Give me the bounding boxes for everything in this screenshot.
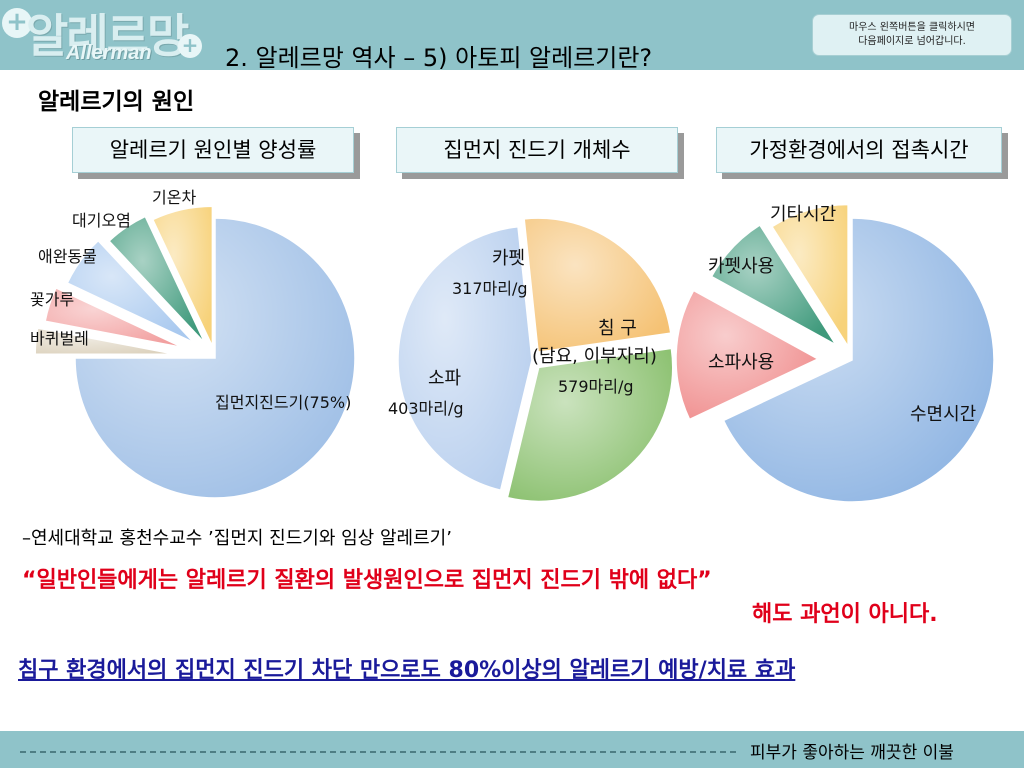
source-citation: –연세대학교 홍천수교수 ’집먼지 진드기와 임상 알레르기’: [22, 528, 452, 549]
pie-slice-label: 수면시간: [910, 404, 976, 425]
hint-line: 마우스 왼쪽버튼을 클릭하시면: [849, 22, 975, 33]
pie-slice-sublabel: (담요, 이부자리): [532, 346, 657, 367]
pie-slice-shading: [67, 240, 194, 343]
footer-band: [0, 731, 1024, 768]
pie-slice-shading: [723, 218, 994, 502]
pie-value-label: 579마리/g: [558, 377, 634, 396]
plus-icon: +: [178, 34, 202, 58]
allerman-logo: + 알레르망 Allerman +: [2, 2, 214, 68]
pie-slice-shading: [711, 225, 836, 345]
logo-korean: 알레르망: [26, 9, 189, 63]
pie-slice-label: 바퀴벌레: [30, 329, 89, 348]
chart-label-contact-time: 가정환경에서의 접촉시간: [716, 127, 1002, 173]
pie-slice-label: 소파사용: [708, 352, 774, 373]
section-title: 알레르기의 원인: [38, 89, 195, 115]
pie-value-label: 403마리/g: [388, 399, 464, 418]
pie-slice-label: 애완동물: [38, 247, 97, 266]
pie-slice-label: 집먼지진드기(75%): [215, 393, 351, 412]
pie-slice-shading: [507, 348, 673, 502]
quote-line-2: 해도 과언이 아니다.: [752, 602, 938, 627]
logo-english: Allerman: [66, 42, 152, 64]
footer-divider: [20, 751, 736, 753]
plus-icon: +: [2, 8, 32, 38]
pie-slice-shading: [109, 216, 205, 344]
pie-slice-shading: [75, 218, 355, 498]
quote-line-1: “일반인들에게는 알레르기 질환의 발생원인으로 집먼지 진드기 밖에 없다”: [22, 568, 712, 593]
pie-slice-shading: [152, 206, 213, 347]
pie-value-label: 317마리/g: [452, 279, 528, 298]
pie-slice-label: 기타시간: [770, 204, 836, 225]
pie-slice-label: 카펫: [492, 248, 525, 269]
pie-slice-label: 꽃가루: [30, 290, 74, 309]
pie-slice-shading: [524, 218, 671, 353]
chart-label-cause: 알레르기 원인별 양성률: [72, 127, 354, 173]
footer-slogan: 피부가 좋아하는 깨끗한 이불: [750, 743, 954, 763]
chart-label-mite-count: 집먼지 진드기 개체수: [396, 127, 678, 173]
conclusion-text: 침구 환경에서의 집먼지 진드기 차단 만으로도 80%이상의 알레르기 예방/…: [18, 658, 796, 683]
pie-slice-label: 기온차: [152, 188, 196, 207]
pie-slice-label: 카펫사용: [708, 256, 774, 277]
page-title: 2. 알레르망 역사 – 5) 아토피 알레르기란?: [225, 44, 653, 72]
pie-slice-shading: [35, 328, 176, 355]
pie-slice-shading: [398, 226, 532, 491]
next-page-hint[interactable]: 마우스 왼쪽버튼을 클릭하시면 다음페이지로 넘어갑니다.: [812, 14, 1012, 56]
pie-slice-label: 침 구: [598, 318, 637, 339]
hint-line: 다음페이지로 넘어갑니다.: [858, 36, 966, 47]
pie-slice-label: 대기오염: [72, 211, 131, 230]
pie-slice-shading: [772, 204, 849, 347]
pie-slice-label: 소파: [428, 368, 462, 389]
pie-slice-shading: [676, 290, 819, 420]
pie-slice-shading: [45, 287, 183, 348]
